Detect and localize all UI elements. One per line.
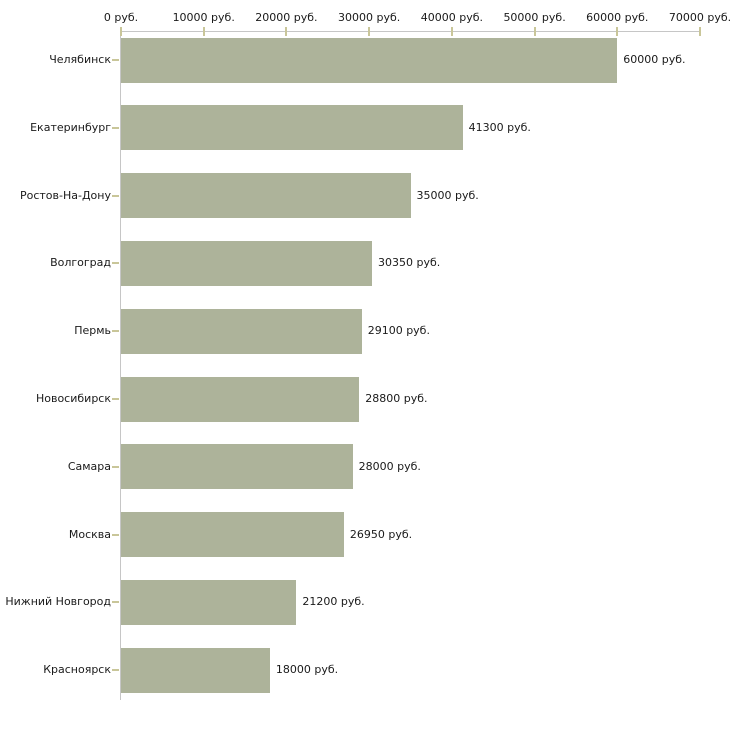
y-tick: [112, 601, 119, 604]
category-label: Волгоград: [50, 256, 111, 270]
y-axis-line: [120, 31, 121, 700]
category-label: Самара: [67, 459, 111, 473]
x-tick: [202, 27, 205, 36]
x-tick: [699, 27, 702, 36]
x-axis-line: [120, 31, 702, 32]
bar: [121, 512, 344, 558]
y-tick: [112, 330, 119, 333]
value-label: 28800 руб.: [365, 392, 428, 405]
category-label: Ростов-На-Дону: [19, 188, 111, 202]
x-tick: [533, 27, 536, 36]
bar: [121, 376, 360, 422]
x-tick-label: 60000 руб.: [586, 11, 649, 24]
x-tick: [120, 27, 122, 36]
category-label: Челябинск: [49, 53, 111, 66]
x-tick: [368, 27, 371, 36]
bar: [121, 105, 463, 151]
value-label: 26950 руб.: [349, 527, 413, 541]
x-tick-label: 10000 руб.: [172, 11, 235, 24]
x-tick-label: 40000 руб.: [420, 11, 483, 24]
value-label: 28000 руб.: [358, 459, 421, 473]
value-label: 30350 руб.: [378, 256, 441, 270]
category-label: Красноярск: [43, 663, 111, 677]
bar: [121, 579, 297, 625]
value-label: 60000 руб.: [623, 53, 686, 66]
y-tick: [112, 126, 119, 129]
x-tick-label: 70000 руб.: [668, 11, 730, 24]
value-label: 18000 руб.: [275, 663, 339, 677]
y-tick: [112, 59, 119, 61]
y-tick: [112, 262, 119, 265]
category-label: Нижний Новгород: [5, 595, 111, 609]
value-label: 29100 руб.: [367, 324, 430, 338]
x-tick-label: 20000 руб.: [255, 11, 318, 24]
x-tick-label: 30000 руб.: [338, 11, 401, 24]
y-tick: [112, 669, 119, 672]
bar: [121, 37, 618, 83]
y-tick: [112, 533, 119, 536]
bar: [121, 240, 373, 286]
y-tick: [112, 194, 119, 197]
value-label: 41300 руб.: [468, 120, 531, 134]
x-tick: [450, 27, 453, 36]
bar: [121, 308, 362, 354]
bar: [121, 647, 270, 693]
y-tick: [112, 465, 119, 468]
value-label: 35000 руб.: [416, 188, 479, 202]
category-label: Пермь: [74, 324, 111, 338]
x-tick: [616, 27, 619, 36]
category-label: Новосибирск: [35, 392, 111, 405]
x-tick-label: 50000 руб.: [503, 11, 566, 24]
bar: [121, 444, 353, 490]
bar: [121, 173, 411, 219]
x-tick: [285, 27, 288, 36]
category-label: Москва: [68, 527, 111, 541]
value-label: 21200 руб.: [302, 595, 365, 609]
y-tick: [112, 398, 119, 400]
category-label: Екатеринбург: [30, 120, 111, 134]
x-tick-label: 0 руб.: [103, 11, 139, 24]
